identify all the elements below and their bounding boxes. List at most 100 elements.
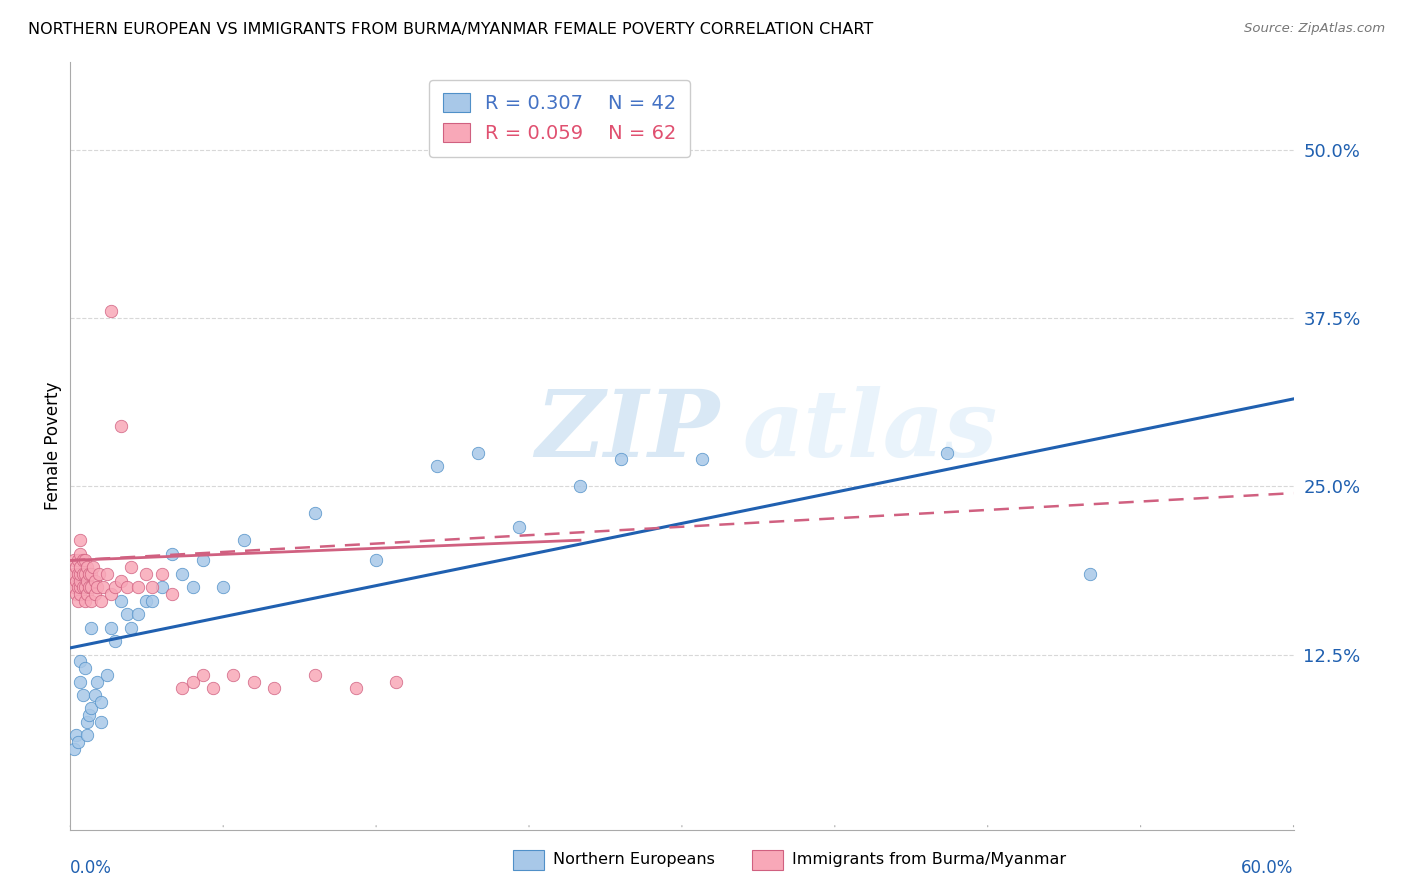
Point: [96, 566, 118, 581]
Point: [69, 533, 91, 548]
Point: [172, 681, 194, 696]
Point: [76, 587, 98, 601]
Point: [72, 580, 94, 594]
Point: [90, 695, 112, 709]
Point: [90, 594, 112, 608]
Point: [181, 674, 204, 689]
Point: [87, 566, 110, 581]
Point: [508, 520, 530, 534]
Point: [83, 574, 105, 588]
Point: [65, 574, 87, 588]
Text: 0.0%: 0.0%: [70, 859, 112, 877]
Point: [73, 661, 96, 675]
Point: [121, 621, 143, 635]
Point: [72, 553, 94, 567]
Text: 60.0%: 60.0%: [1241, 859, 1294, 877]
Point: [304, 667, 326, 681]
Point: [172, 566, 194, 581]
Point: [1078, 566, 1101, 581]
Point: [100, 621, 122, 635]
Point: [135, 566, 157, 581]
Point: [191, 553, 214, 567]
Point: [344, 681, 367, 696]
Point: [304, 506, 326, 520]
Point: [83, 688, 105, 702]
Point: [150, 566, 173, 581]
Point: [426, 459, 449, 474]
Point: [82, 560, 104, 574]
Point: [150, 580, 173, 594]
Point: [366, 553, 388, 567]
Point: [83, 587, 105, 601]
Point: [69, 574, 91, 588]
Point: [121, 560, 143, 574]
Point: [86, 580, 108, 594]
Point: [77, 566, 100, 581]
Point: [79, 701, 103, 715]
Point: [73, 553, 96, 567]
Point: [76, 714, 98, 729]
Point: [91, 580, 114, 594]
Point: [72, 688, 94, 702]
Point: [76, 560, 98, 574]
Point: [73, 580, 96, 594]
Point: [104, 580, 127, 594]
Point: [104, 634, 127, 648]
Point: [86, 674, 108, 689]
Point: [76, 728, 98, 742]
Point: [67, 735, 90, 749]
Point: [69, 560, 91, 574]
Point: [63, 741, 86, 756]
Text: NORTHERN EUROPEAN VS IMMIGRANTS FROM BURMA/MYANMAR FEMALE POVERTY CORRELATION CH: NORTHERN EUROPEAN VS IMMIGRANTS FROM BUR…: [28, 22, 873, 37]
Point: [90, 714, 112, 729]
Point: [65, 728, 87, 742]
Point: [110, 574, 132, 588]
Point: [467, 446, 489, 460]
Point: [162, 547, 183, 561]
Text: Northern Europeans: Northern Europeans: [553, 853, 714, 867]
Point: [79, 566, 103, 581]
Point: [610, 452, 633, 467]
Point: [63, 580, 86, 594]
Point: [212, 580, 235, 594]
Point: [117, 607, 139, 622]
Point: [72, 566, 94, 581]
Point: [79, 580, 103, 594]
Point: [79, 621, 103, 635]
Point: [79, 594, 103, 608]
Point: [67, 580, 90, 594]
Point: [162, 587, 183, 601]
Point: [202, 681, 225, 696]
Point: [65, 587, 87, 601]
Point: [936, 446, 959, 460]
Point: [63, 566, 86, 581]
Point: [73, 566, 96, 581]
Point: [69, 547, 91, 561]
Point: [69, 654, 91, 668]
Point: [127, 580, 149, 594]
Point: [191, 667, 214, 681]
Legend: R = 0.307    N = 42, R = 0.059    N = 62: R = 0.307 N = 42, R = 0.059 N = 62: [429, 79, 690, 157]
Point: [69, 566, 91, 581]
Point: [77, 708, 100, 723]
Point: [69, 587, 91, 601]
Point: [65, 560, 87, 574]
Point: [100, 587, 122, 601]
Text: Immigrants from Burma/Myanmar: Immigrants from Burma/Myanmar: [792, 853, 1066, 867]
Text: Source: ZipAtlas.com: Source: ZipAtlas.com: [1244, 22, 1385, 36]
Point: [67, 566, 90, 581]
Point: [110, 418, 132, 433]
Point: [568, 479, 592, 493]
Text: ZIP: ZIP: [536, 385, 720, 475]
Point: [110, 594, 132, 608]
Point: [141, 594, 163, 608]
Point: [63, 553, 86, 567]
Point: [181, 580, 204, 594]
Point: [222, 667, 245, 681]
Point: [77, 580, 100, 594]
Text: atlas: atlas: [744, 385, 998, 475]
Point: [135, 594, 157, 608]
Y-axis label: Female Poverty: Female Poverty: [44, 382, 62, 510]
Point: [100, 304, 122, 318]
Point: [69, 674, 91, 689]
